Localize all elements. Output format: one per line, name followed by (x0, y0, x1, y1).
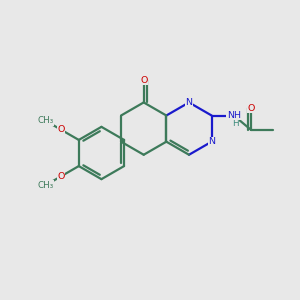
Text: O: O (57, 172, 64, 181)
Text: O: O (57, 125, 64, 134)
Text: CH₃: CH₃ (37, 181, 53, 190)
Text: N: N (208, 137, 215, 146)
Text: H: H (232, 119, 239, 128)
Text: NH: NH (227, 111, 241, 120)
Text: O: O (140, 76, 147, 85)
Text: N: N (185, 98, 193, 107)
Text: CH₃: CH₃ (37, 116, 53, 125)
Text: O: O (247, 104, 255, 113)
